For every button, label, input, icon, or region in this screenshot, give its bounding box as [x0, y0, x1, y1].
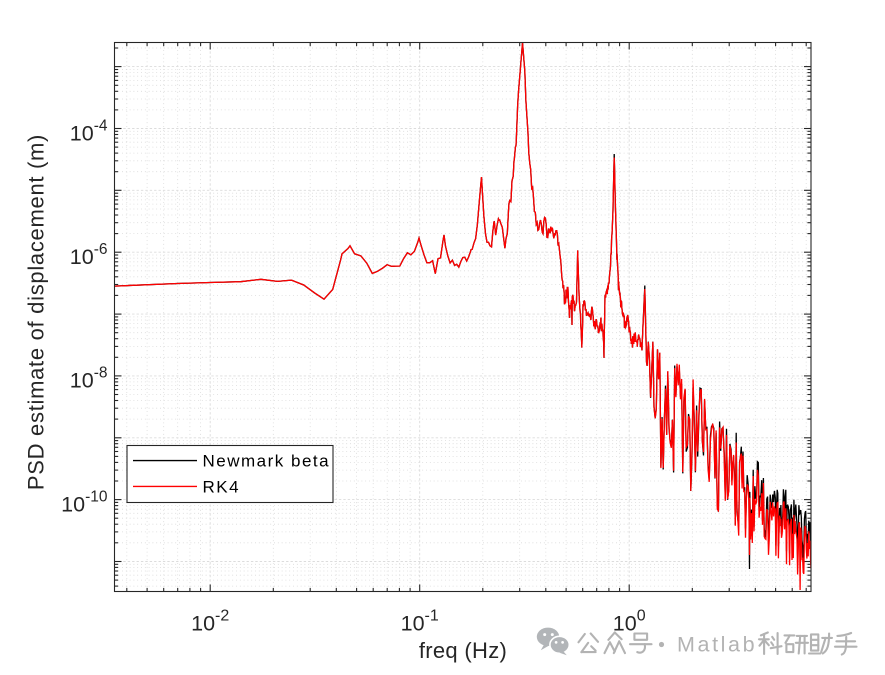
svg-text:freq (Hz): freq (Hz): [419, 638, 507, 663]
svg-text:10-1: 10-1: [401, 608, 439, 636]
svg-text:10-4: 10-4: [70, 117, 108, 145]
svg-text:10-2: 10-2: [191, 608, 229, 636]
svg-text:RK4: RK4: [203, 477, 241, 496]
svg-text:Newmark beta: Newmark beta: [203, 452, 331, 471]
svg-text:100: 100: [613, 608, 646, 636]
svg-text:PSD estimate of displacement (: PSD estimate of displacement (m): [24, 134, 49, 490]
svg-text:10-10: 10-10: [61, 488, 108, 516]
svg-text:Matlab: Matlab: [677, 633, 757, 657]
svg-text:10-8: 10-8: [70, 365, 108, 393]
svg-text:10-6: 10-6: [70, 241, 108, 269]
